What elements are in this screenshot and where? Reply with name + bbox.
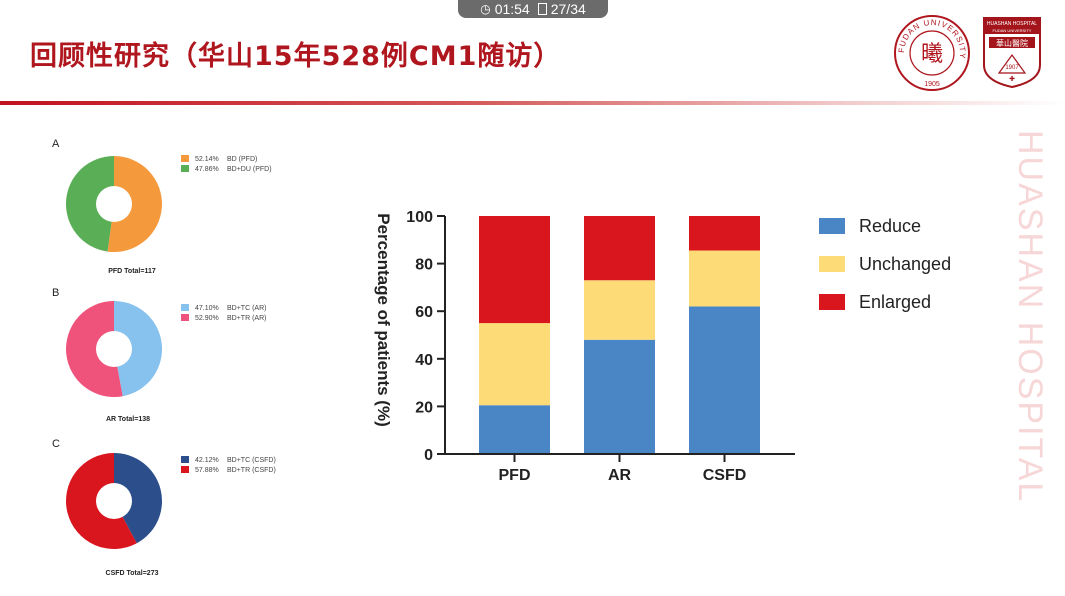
donut-slice-b-1: [114, 301, 163, 397]
bar-pfd-unchanged: [479, 323, 550, 406]
bar-csfd-unchanged: [689, 250, 760, 307]
legend-swatch-a-2: [181, 165, 189, 172]
y-axis-ticks: 0 20 40 60 80 100: [406, 209, 445, 464]
donut-hole-b: [96, 331, 132, 367]
legend-label-a-2: BD+DU (PFD): [227, 166, 272, 173]
status-time: 01:54: [494, 1, 530, 17]
bar-segments: [479, 216, 760, 454]
legend-percent-a-2: 47.86%: [195, 166, 219, 173]
stacked-bar-chart: Percentage of patients (%) 020406080100 …: [374, 209, 951, 484]
y-tick-label-3: 60: [415, 304, 433, 321]
caption-c: CSFD Total=273: [106, 570, 159, 577]
watermark: HUASHAN HOSPITAL: [1011, 130, 1049, 503]
chart-legend: Reduce Unchanged Enlarged: [819, 216, 951, 312]
status-page: 27/34: [550, 1, 586, 17]
bar-csfd-reduce: [689, 306, 760, 454]
fudan-center-glyph: 曦: [921, 41, 943, 66]
fudan-logo: FUDAN UNIVERSITY 曦 1905: [894, 15, 970, 91]
caption-b: AR Total=138: [106, 416, 150, 423]
status-bar: ◷ 01:54 27/34: [458, 0, 608, 18]
panel-label-a: A: [52, 138, 60, 150]
y-tick-label-5: 100: [406, 209, 433, 226]
donut-chart-c: C 42.12% BD+TC (CSFD) 57.88% BD+TR (CSFD…: [52, 438, 276, 577]
legend-swatch-reduce: [819, 218, 845, 234]
huashan-header: HUASHAN HOSPITAL: [987, 21, 1037, 27]
legend-percent-b-2: 52.90%: [195, 315, 219, 322]
donut-slices-b: [66, 301, 163, 397]
y-tick-label-1: 20: [415, 399, 433, 416]
legend-swatch-a-1: [181, 155, 189, 162]
legend-percent-c-2: 57.88%: [195, 467, 219, 474]
legend-label-unchanged: Unchanged: [859, 254, 951, 274]
x-tick-label-pfd: PFD: [499, 467, 531, 484]
donut-slices-a: [65, 156, 162, 252]
y-tick-label-0: 0: [424, 447, 433, 464]
panel-label-b: B: [52, 287, 59, 299]
donut-chart-a: A 52.14% BD (PFD) 47.86% BD+DU (PFD) PFD…: [52, 138, 272, 275]
legend-swatch-c-1: [181, 456, 189, 463]
caption-a: PFD Total=117: [108, 268, 156, 275]
panel-label-c: C: [52, 438, 60, 450]
bar-pfd-enlarged: [479, 216, 550, 324]
y-tick-label-4: 80: [415, 257, 433, 274]
legend-swatch-b-2: [181, 314, 189, 321]
legend-label-reduce: Reduce: [859, 216, 921, 236]
legend-swatch-unchanged: [819, 256, 845, 272]
bar-pfd-reduce: [479, 405, 550, 454]
donut-chart-b: B 47.10% BD+TC (AR) 52.90% BD+TR (AR) AR…: [52, 287, 266, 423]
donut-slice-a-1: [107, 156, 162, 252]
legend-swatch-enlarged: [819, 294, 845, 310]
watermark-text: HUASHAN HOSPITAL: [1011, 130, 1049, 503]
fudan-year: 1905: [924, 81, 940, 88]
x-axis-ticks: PFD AR CSFD: [499, 454, 747, 484]
huashan-cross-icon: ✚: [1009, 75, 1015, 83]
slide-title: 回顾性研究（华山15年528例CM1随访）: [30, 41, 562, 72]
title-divider: [0, 101, 1065, 105]
legend-label-b-2: BD+TR (AR): [227, 315, 266, 322]
huashan-chinese: 華山醫院: [996, 38, 1028, 48]
donut-slice-a-2: [65, 156, 114, 252]
donut-slice-c-1: [114, 453, 163, 544]
page-icon: [537, 3, 547, 15]
clock-icon: ◷: [480, 2, 491, 16]
legend-label-c-1: BD+TC (CSFD): [227, 457, 276, 464]
x-tick-label-ar: AR: [608, 467, 632, 484]
legend-label-enlarged: Enlarged: [859, 292, 931, 312]
huashan-subheader: FUDAN UNIVERSITY: [993, 28, 1032, 33]
legend-swatch-c-2: [181, 466, 189, 473]
donut-slice-b-2: [66, 301, 123, 397]
y-axis-label: Percentage of patients (%): [374, 213, 393, 427]
x-tick-label-csfd: CSFD: [703, 467, 747, 484]
legend-percent-b-1: 47.10%: [195, 305, 219, 312]
donut-hole-a: [96, 186, 132, 222]
bar-ar-unchanged: [584, 280, 655, 340]
huashan-logo: HUASHAN HOSPITAL FUDAN UNIVERSITY 華山醫院 1…: [983, 17, 1041, 89]
y-tick-label-2: 40: [415, 352, 433, 369]
bar-ar-reduce: [584, 339, 655, 454]
legend-swatch-b-1: [181, 304, 189, 311]
bar-csfd-enlarged: [689, 216, 760, 251]
legend-label-c-2: BD+TR (CSFD): [227, 467, 276, 474]
legend-label-a-1: BD (PFD): [227, 156, 257, 163]
donut-hole-c: [96, 483, 132, 519]
legend-percent-a-1: 52.14%: [195, 156, 219, 163]
huashan-year: 1907: [1005, 65, 1019, 71]
bar-ar-enlarged: [584, 216, 655, 281]
legend-percent-c-1: 42.12%: [195, 457, 219, 464]
legend-label-b-1: BD+TC (AR): [227, 305, 266, 312]
